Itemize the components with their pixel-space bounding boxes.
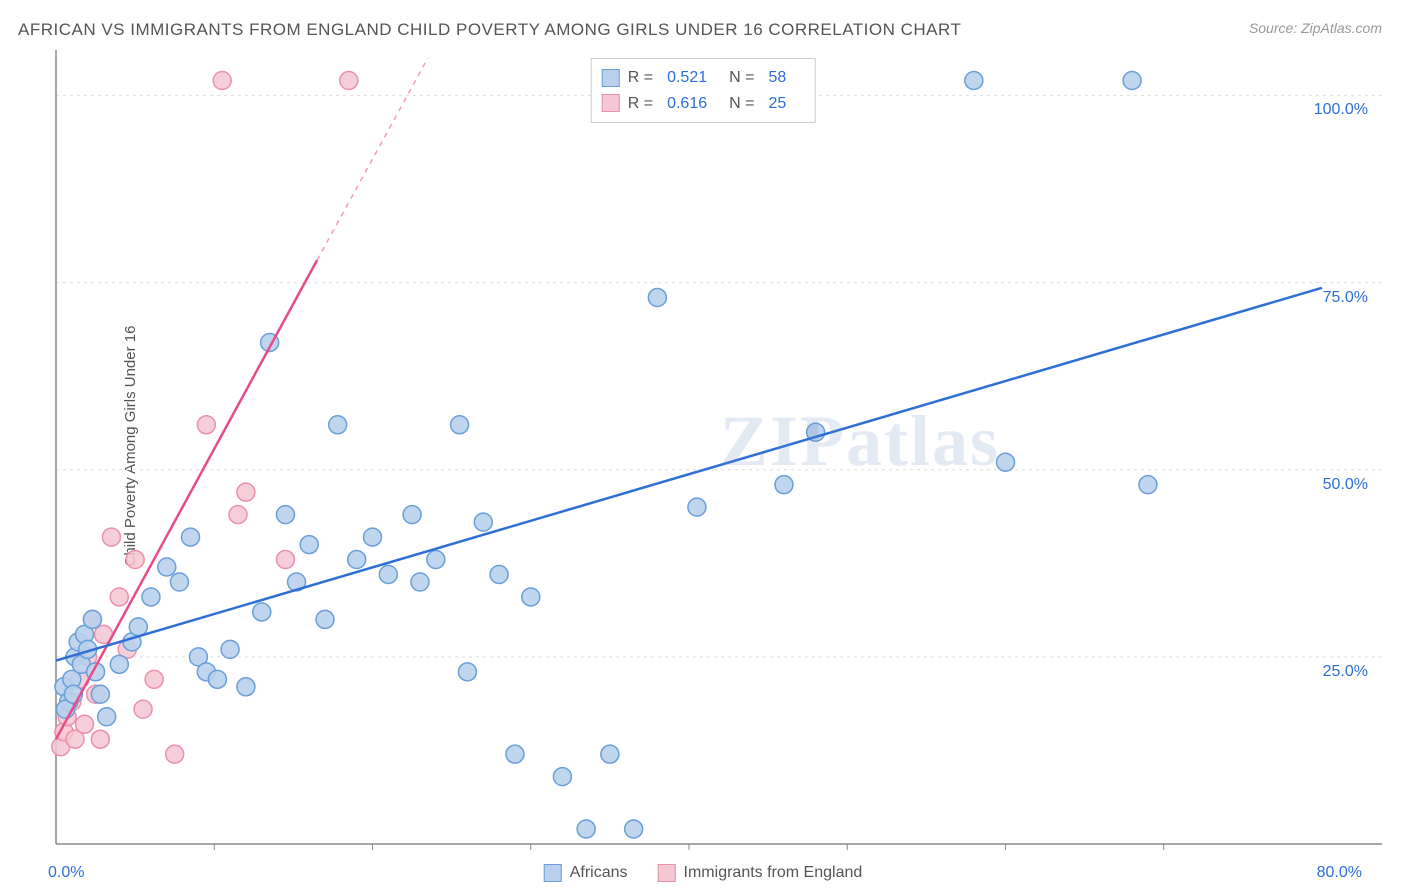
r-label: R = [628, 65, 653, 91]
y-tick-label: 100.0% [1314, 101, 1368, 119]
legend-row-africans: R = 0.521 N = 58 [602, 65, 801, 91]
y-tick-label: 50.0% [1323, 476, 1368, 494]
series-legend: Africans Immigrants from England [544, 864, 863, 882]
correlation-legend: R = 0.521 N = 58 R = 0.616 N = 25 [591, 58, 816, 123]
y-tick-label: 75.0% [1323, 289, 1368, 307]
source-attribution: Source: ZipAtlas.com [1249, 20, 1382, 36]
swatch-africans [602, 69, 620, 87]
legend-label-africans: Africans [570, 864, 628, 882]
x-axis-max-label: 80.0% [1317, 864, 1362, 882]
legend-label-england: Immigrants from England [684, 864, 863, 882]
x-axis-min-label: 0.0% [48, 864, 84, 882]
legend-row-england: R = 0.616 N = 25 [602, 91, 801, 117]
legend-item-england: Immigrants from England [658, 864, 863, 882]
n-label: N = [729, 91, 754, 117]
r-value-england: 0.616 [667, 91, 707, 117]
legend-item-africans: Africans [544, 864, 628, 882]
swatch-england [602, 94, 620, 112]
source-prefix: Source: [1249, 20, 1301, 36]
swatch-england [658, 864, 676, 882]
n-label: N = [729, 65, 754, 91]
y-tick-label: 25.0% [1323, 663, 1368, 681]
r-value-africans: 0.521 [667, 65, 707, 91]
r-label: R = [628, 91, 653, 117]
swatch-africans [544, 864, 562, 882]
n-value-africans: 58 [768, 65, 786, 91]
n-value-england: 25 [768, 91, 786, 117]
source-link[interactable]: ZipAtlas.com [1301, 20, 1382, 36]
scatter-plot [48, 50, 1382, 852]
chart-title: AFRICAN VS IMMIGRANTS FROM ENGLAND CHILD… [18, 20, 961, 40]
chart-container: AFRICAN VS IMMIGRANTS FROM ENGLAND CHILD… [0, 0, 1406, 892]
